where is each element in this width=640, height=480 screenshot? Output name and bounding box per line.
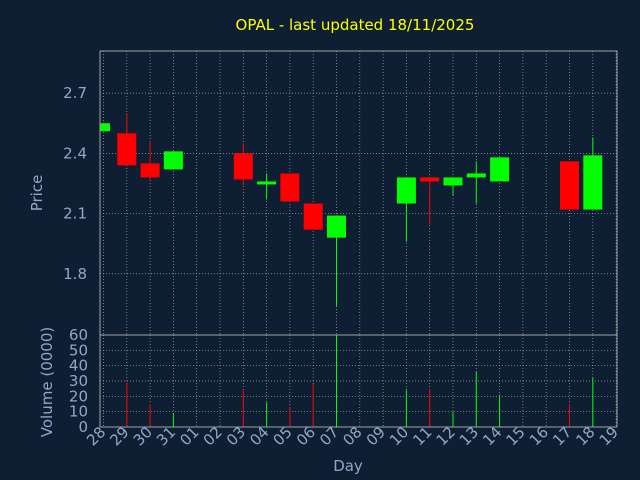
candle-body <box>327 215 346 238</box>
candle-body <box>233 153 253 180</box>
candle-body <box>257 181 277 185</box>
candle-body <box>163 151 183 170</box>
chart-title: OPAL - last updated 18/11/2025 <box>236 16 475 34</box>
candle-body <box>100 123 110 132</box>
volume-y-tick-label: 20 <box>69 387 88 405</box>
price-y-tick-labels: 1.8 2.1 2.4 2.7 <box>63 84 87 283</box>
candle-body <box>490 157 510 182</box>
candle-body <box>466 173 486 178</box>
volume-y-tick-label: 50 <box>69 341 88 359</box>
volume-bars <box>126 335 594 427</box>
candle-body <box>443 177 463 186</box>
volume-y-tick-label: 60 <box>69 326 88 344</box>
candle-body <box>117 133 137 166</box>
candle-body <box>560 161 579 210</box>
price-y-tick-label: 2.7 <box>63 84 87 102</box>
candle-body <box>140 163 160 178</box>
volume-y-tick-label: 40 <box>69 357 88 375</box>
price-y-tick-label: 2.1 <box>63 205 87 223</box>
price-y-tick-label: 2.4 <box>63 144 87 162</box>
candle-body <box>303 203 323 230</box>
volume-axis-label: Volume (0000) <box>38 327 56 437</box>
candle-body <box>396 177 416 204</box>
candlesticks <box>100 113 603 306</box>
candle-body <box>420 177 440 182</box>
candle-body <box>280 173 300 202</box>
price-axis-label: Price <box>28 175 46 212</box>
x-axis-label: Day <box>333 457 363 475</box>
price-y-tick-label: 1.8 <box>63 265 87 283</box>
volume-y-tick-label: 10 <box>69 403 88 421</box>
volume-y-tick-label: 30 <box>69 372 88 390</box>
candle-body <box>583 155 603 210</box>
volume-y-tick-label: 0 <box>78 418 88 436</box>
volume-panel-frame <box>99 334 618 428</box>
